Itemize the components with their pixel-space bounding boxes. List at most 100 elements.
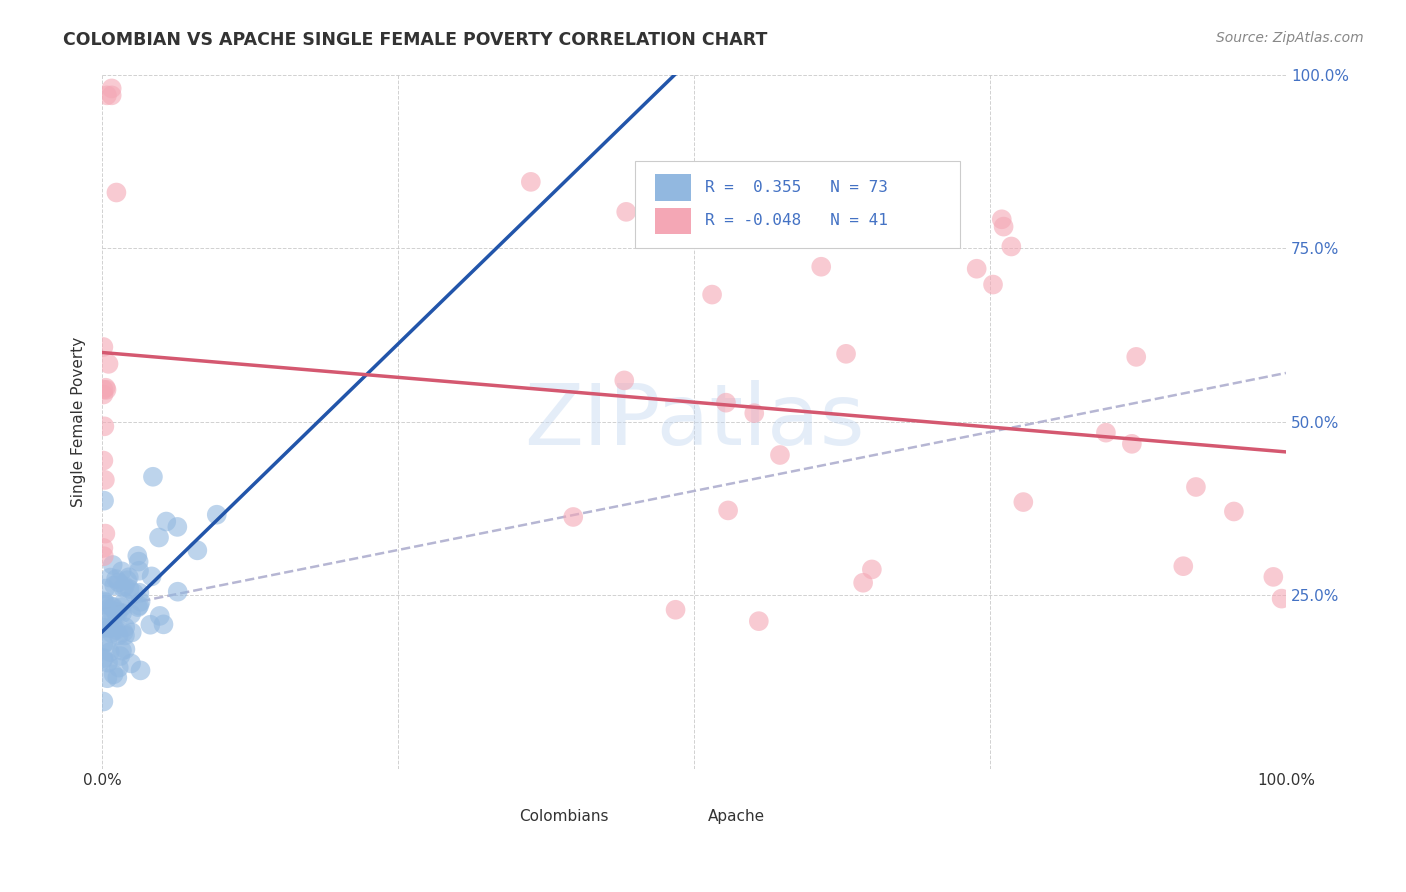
Point (101, 558, 124, 572)
Point (128, 586, 150, 600)
Text: Colombians: Colombians (519, 809, 609, 824)
Point (114, 620, 136, 634)
Point (1000, 239, 1022, 253)
Point (148, 531, 170, 545)
Point (1223, 504, 1246, 518)
Point (520, 175, 543, 189)
Point (114, 579, 136, 593)
Point (104, 606, 127, 620)
Point (810, 260, 832, 274)
Point (993, 219, 1015, 234)
FancyBboxPatch shape (655, 208, 690, 235)
Point (97, 357, 120, 371)
Point (94, 582, 117, 596)
Point (94, 598, 117, 612)
Point (118, 582, 141, 596)
Point (100, 599, 122, 614)
Point (1012, 495, 1035, 509)
Text: COLOMBIAN VS APACHE SINGLE FEMALE POVERTY CORRELATION CHART: COLOMBIAN VS APACHE SINGLE FEMALE POVERT… (63, 31, 768, 49)
Point (98, 621, 121, 635)
Text: ZIPatlas: ZIPatlas (524, 380, 865, 463)
FancyBboxPatch shape (475, 805, 508, 829)
Point (98, 571, 121, 585)
Point (107, 628, 129, 642)
Point (1271, 591, 1294, 606)
Point (105, 671, 128, 685)
Point (152, 617, 174, 632)
Point (112, 625, 135, 640)
Point (121, 625, 143, 640)
Point (142, 469, 165, 483)
Point (166, 584, 188, 599)
Point (94, 473, 117, 487)
Point (835, 347, 858, 361)
Point (96, 88, 118, 103)
Point (93, 383, 115, 397)
Point (98, 645, 121, 659)
Text: R =  0.355   N = 73: R = 0.355 N = 73 (704, 180, 887, 195)
Point (100, 88, 122, 103)
Point (94, 526, 117, 541)
FancyBboxPatch shape (665, 805, 697, 829)
Point (118, 570, 141, 584)
Point (105, 186, 128, 200)
Point (96, 383, 118, 397)
Point (104, 623, 127, 637)
Point (93, 694, 115, 708)
Point (93, 340, 115, 354)
Point (664, 603, 686, 617)
Point (120, 657, 142, 671)
Point (155, 515, 177, 529)
Point (186, 543, 208, 558)
Text: R = -0.048   N = 41: R = -0.048 N = 41 (704, 213, 887, 227)
Point (93, 594, 115, 608)
Point (110, 648, 132, 663)
Point (1173, 559, 1195, 574)
Point (700, 287, 723, 301)
Point (122, 586, 145, 600)
Point (128, 564, 150, 578)
Point (852, 575, 875, 590)
Point (614, 204, 637, 219)
Point (205, 508, 228, 522)
Point (101, 619, 124, 633)
Point (112, 581, 135, 595)
Point (748, 614, 770, 628)
Point (96, 634, 118, 648)
Point (93, 493, 115, 508)
Point (1121, 437, 1143, 451)
Point (93, 621, 115, 635)
Point (111, 643, 134, 657)
Point (769, 448, 792, 462)
Point (101, 608, 124, 623)
Point (105, 572, 128, 586)
Point (107, 575, 129, 590)
Point (96, 671, 118, 685)
Point (105, 605, 128, 619)
Point (562, 510, 585, 524)
Text: Source: ZipAtlas.com: Source: ZipAtlas.com (1216, 31, 1364, 45)
Point (111, 600, 134, 615)
Point (103, 578, 125, 592)
Point (129, 595, 152, 609)
Point (613, 373, 636, 387)
Point (166, 520, 188, 534)
Point (93, 549, 115, 564)
Point (717, 503, 740, 517)
Point (115, 573, 138, 587)
Point (93, 651, 115, 665)
Point (93, 637, 115, 651)
Point (141, 569, 163, 583)
Point (714, 395, 737, 409)
Point (107, 607, 129, 621)
Point (981, 277, 1004, 292)
Point (129, 664, 152, 678)
Point (93, 419, 115, 434)
Point (94, 611, 117, 625)
Point (742, 406, 765, 420)
Point (94, 595, 117, 609)
Point (93, 453, 115, 467)
FancyBboxPatch shape (636, 161, 960, 248)
Point (128, 599, 150, 613)
Y-axis label: Single Female Poverty: Single Female Poverty (72, 336, 86, 507)
